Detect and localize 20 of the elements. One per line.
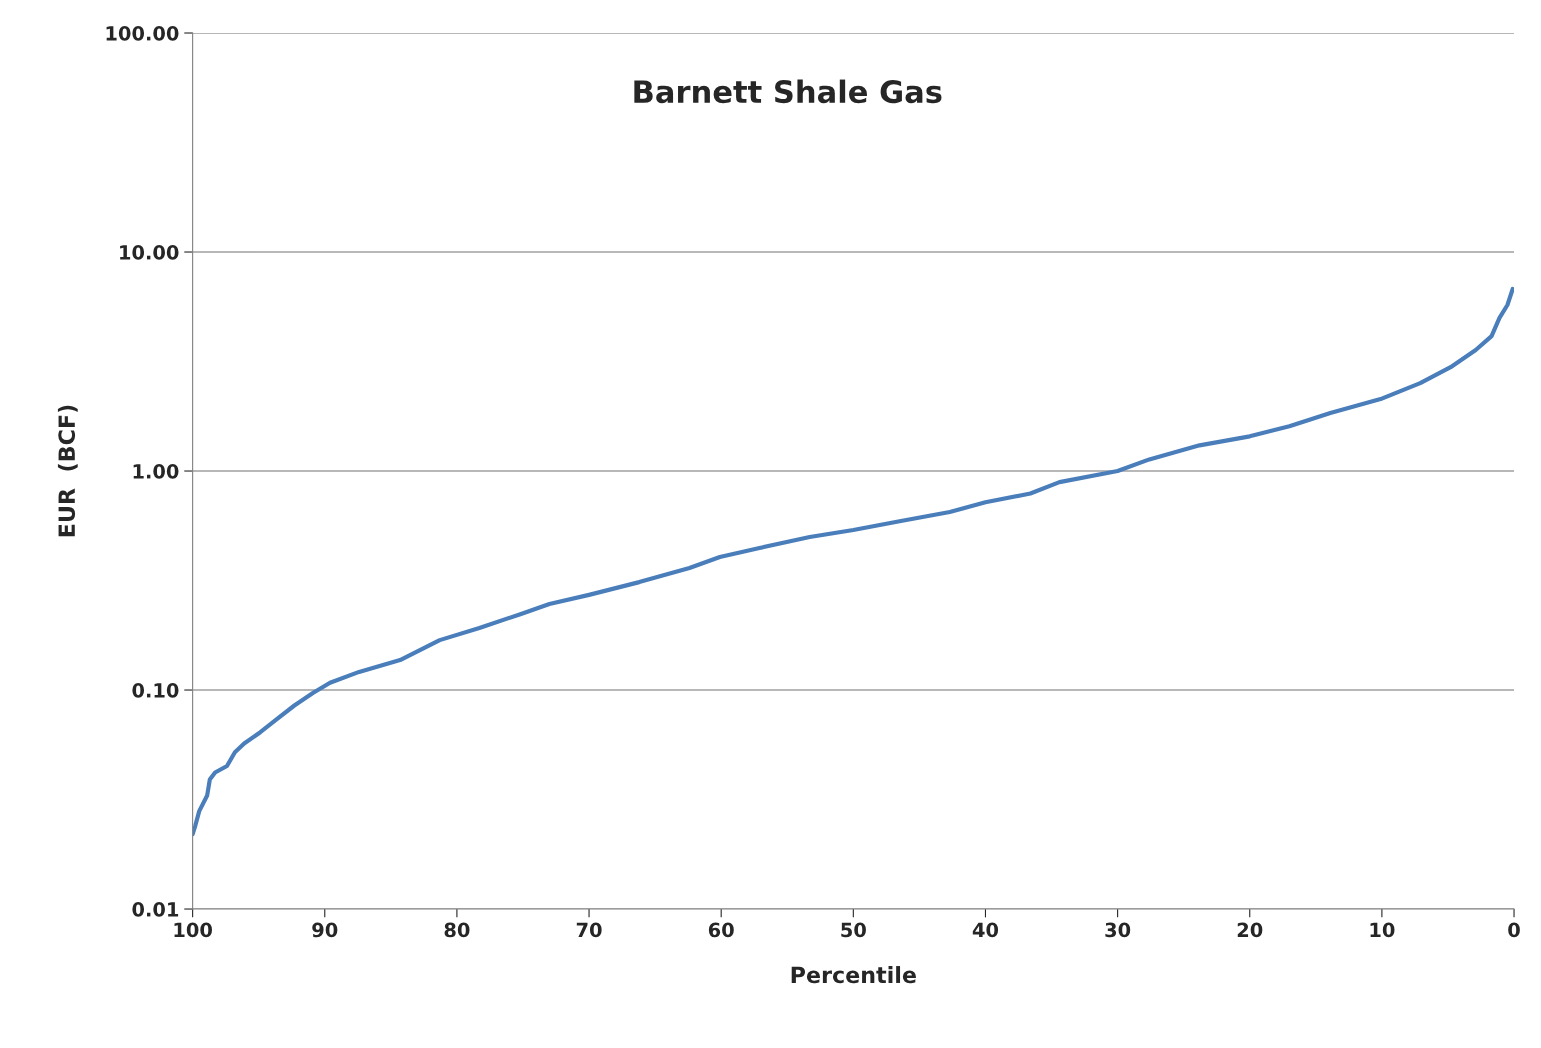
y-tick-label: 0.01: [132, 901, 179, 917]
x-tick-label: 40: [972, 922, 999, 938]
x-tick-label: 0: [1508, 922, 1520, 938]
x-tick-label: 70: [576, 922, 602, 938]
x-tick-label: 10: [1370, 922, 1395, 938]
y-tick-label: 1.00: [133, 463, 179, 479]
x-tick-label: 60: [708, 922, 734, 938]
line-series: [192, 286, 1515, 837]
x-tick-label: 100: [174, 922, 212, 938]
x-tick-label: 20: [1237, 922, 1263, 938]
x-tick-label: 80: [444, 922, 470, 938]
y-axis-title: EUR (BCF): [57, 405, 78, 537]
x-tick-label: 90: [312, 922, 338, 938]
y-tick-label: 10.00: [120, 244, 179, 260]
text: Barnett Shale Gas: [634, 79, 942, 104]
x-axis-title: Percentile: [791, 966, 916, 984]
y-tick-label: 0.10: [132, 682, 179, 698]
y-tick-label: 100.00: [106, 25, 179, 41]
x-tick-label: 30: [1105, 922, 1131, 938]
x-tick-label: 50: [841, 922, 866, 938]
